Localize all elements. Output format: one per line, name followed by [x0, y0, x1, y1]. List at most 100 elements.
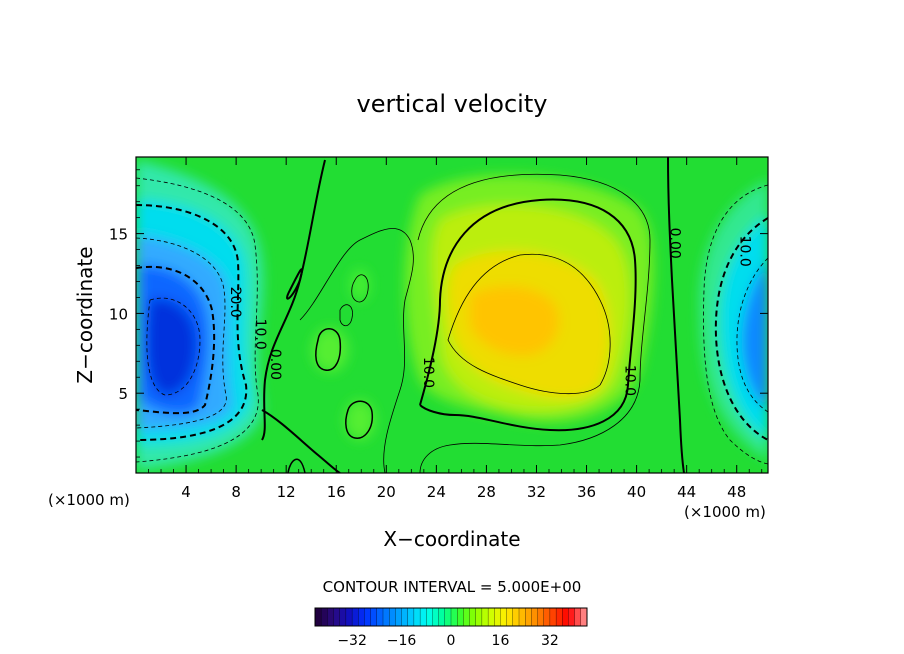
fill-blob-a	[312, 328, 348, 372]
y-tick-label: 15	[109, 226, 128, 244]
colorbar-swatch	[463, 607, 470, 627]
x-tick-label: 12	[277, 483, 296, 501]
colorbar-ticks: −32 −16 0 16 32	[337, 633, 559, 649]
colorbar-swatch	[351, 607, 359, 627]
colorbar-swatch	[562, 607, 569, 627]
colorbar-swatch	[364, 607, 371, 627]
fill-center-orange	[470, 286, 559, 356]
colorbar-swatch	[518, 607, 526, 627]
colorbar-swatch	[580, 607, 588, 627]
colorbar-swatch	[333, 607, 341, 627]
colorbar-swatch	[438, 607, 446, 627]
fill-left-darkblue	[146, 299, 197, 395]
x-tick-label: 36	[577, 483, 596, 501]
colorbar-swatch	[543, 607, 551, 627]
colorbar-swatch	[555, 607, 563, 627]
x-tick-label: 32	[527, 483, 546, 501]
contour-label: 10.0	[736, 236, 752, 267]
colorbar-swatch	[426, 607, 433, 627]
colorbar-swatch	[401, 607, 409, 627]
colorbar-swatch	[382, 607, 390, 627]
colorbar-swatch	[444, 607, 452, 627]
colorbar-swatch	[537, 607, 545, 627]
colorbar-swatch	[432, 607, 439, 627]
colorbar-swatch	[389, 607, 396, 627]
x-tick-label: 4	[181, 483, 191, 501]
contour-interval-text: CONTOUR INTERVAL = 5.000E+00	[323, 578, 582, 596]
plot-area	[136, 157, 768, 473]
colorbar-swatch	[376, 607, 384, 627]
colorbar-swatch	[475, 607, 483, 627]
colorbar-swatch	[450, 607, 458, 627]
colorbar-swatch	[413, 607, 421, 627]
plot-frame	[135, 156, 769, 474]
colorbar-tick-label: 32	[541, 633, 559, 649]
contour-label: 10.0	[621, 365, 637, 396]
contour-zero-left	[261, 159, 341, 473]
colorbar-swatch	[327, 607, 334, 627]
contour-center-10	[419, 198, 637, 432]
colorbar-frame	[314, 607, 588, 627]
colorbar-swatch	[407, 607, 415, 627]
contour-blob-b	[345, 400, 374, 439]
colorbar-swatch	[525, 607, 532, 627]
colorbar-tick-label: 16	[492, 633, 510, 649]
contour-label: 10.0	[420, 357, 436, 388]
colorbar-swatch	[549, 607, 557, 627]
colorbar-swatch	[370, 607, 378, 627]
fill-blob-c	[350, 269, 370, 301]
y-tick-label: 10	[109, 305, 128, 323]
x-axis-label: X−coordinate	[383, 527, 520, 551]
contour-label: 20.0	[227, 287, 243, 318]
y-axis: 5 10 15	[109, 169, 768, 458]
colorbar-swatch	[506, 607, 514, 627]
x-tick-label: 44	[677, 483, 696, 501]
contour-label: 0.00	[267, 349, 283, 380]
x-axis: 4 8 12 16 20 24 28 32 36 40 44 48	[148, 157, 763, 501]
contour-right-thick-10	[714, 217, 768, 441]
colorbar-swatch	[314, 607, 322, 627]
contour-left-thick-10	[136, 204, 248, 441]
fill-right-blue	[741, 260, 768, 410]
y-tick-label: 5	[118, 385, 128, 403]
colorbar-swatch	[395, 607, 402, 627]
colorbar-swatch	[339, 607, 347, 627]
colorbar-swatch	[500, 607, 507, 627]
chart-title: vertical velocity	[357, 90, 548, 118]
x-tick-label: 40	[627, 483, 646, 501]
contour-left-thin-1	[136, 177, 259, 463]
colorbar-swatch	[481, 607, 489, 627]
x-tick-label: 28	[477, 483, 496, 501]
contour-zero-small-b	[287, 458, 306, 473]
colorbar-swatch	[419, 607, 427, 627]
colorbar-swatch	[494, 607, 501, 627]
colorbar-swatch	[321, 607, 328, 627]
colorbar-swatch	[512, 607, 520, 627]
contour-left-thin-2	[136, 237, 227, 429]
fill-blob-b	[345, 400, 375, 440]
contour-lines	[136, 157, 768, 473]
x-tick-label: 48	[727, 483, 746, 501]
colorbar-swatch	[568, 607, 575, 627]
contour-right-thin-2	[736, 257, 768, 413]
contour-zero-right	[667, 157, 685, 473]
contour-left-thin-3	[146, 297, 201, 396]
colorbar-tick-label: −32	[337, 633, 367, 649]
x-unit-left: (×1000 m)	[48, 491, 130, 509]
contour-blob-c	[351, 274, 369, 303]
colorbar-tick-label: −16	[387, 633, 417, 649]
colorbar-swatch	[358, 607, 365, 627]
x-tick-label: 16	[327, 483, 346, 501]
contour-blob-a	[315, 328, 342, 371]
contour-blob-d	[339, 304, 353, 327]
contour-label-layer: 20.010.00.00 10.0 10.00.00 10.0	[227, 228, 752, 396]
contour-thin-center-left	[299, 228, 414, 473]
colorbar-tick-label: 0	[447, 633, 456, 649]
colorbar-swatch	[469, 607, 477, 627]
contour-label: 10.0	[252, 319, 268, 350]
contour-label: 0.00	[666, 228, 682, 259]
colorbar-swatch	[574, 607, 582, 627]
contour-zero-small-a	[286, 268, 303, 300]
x-tick-label: 24	[427, 483, 446, 501]
colorbar-swatch	[531, 607, 538, 627]
